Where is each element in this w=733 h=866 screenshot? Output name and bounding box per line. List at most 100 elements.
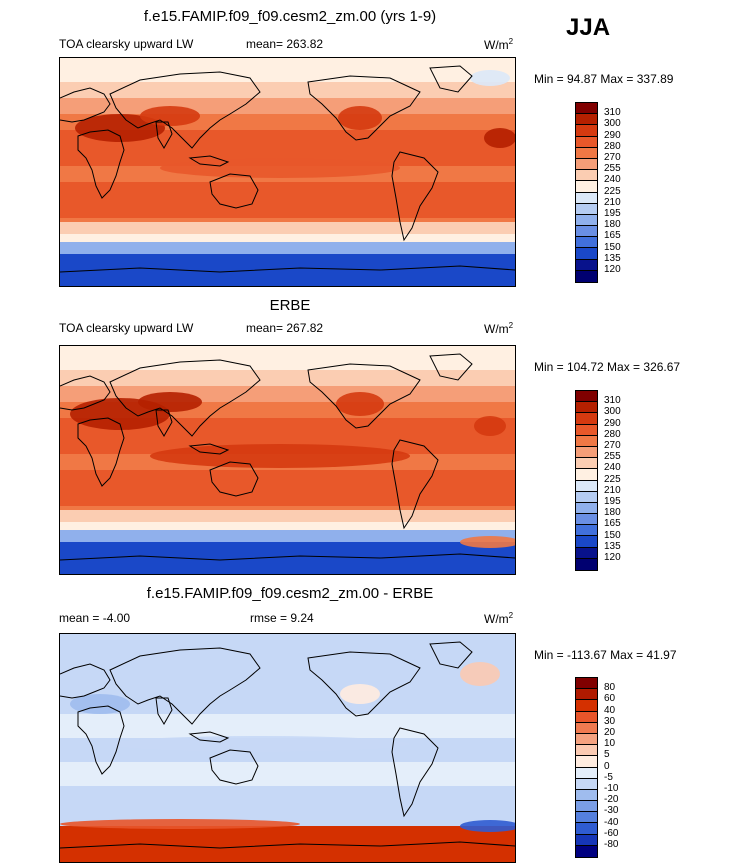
panel3-rmse-label: rmse = 9.24 xyxy=(250,611,314,625)
panel1-colorbar-swatch xyxy=(576,136,597,148)
panel1-colorbar-tick-label: 120 xyxy=(604,264,621,275)
panel3-colorbar-swatch xyxy=(576,700,597,712)
panel3-colorbar-swatch xyxy=(576,733,597,746)
panel1-colorbar-swatch xyxy=(576,181,597,193)
panel3-colorbar-tick-label: 20 xyxy=(604,727,616,738)
panel1-colorbar-swatch xyxy=(576,192,597,204)
panel3-colorbar-tick-label: 0 xyxy=(604,760,610,772)
panel1-colorbar-tick-label: 150 xyxy=(604,241,621,253)
panel2-colorbar-tick-label: 300 xyxy=(604,406,621,418)
panel1-minmax-label: Min = 94.87 Max = 337.89 xyxy=(534,72,674,86)
panel3-colorbar-swatch xyxy=(576,834,597,846)
panel2-colorbar-tick-label: 135 xyxy=(604,540,621,552)
panel1-colorbar xyxy=(575,102,598,283)
panel3-colorbar-tick-label: 40 xyxy=(604,704,616,716)
panel2-map xyxy=(59,345,516,575)
panel1-colorbar-tick-label: 210 xyxy=(604,196,621,208)
panel1-colorbar-swatch xyxy=(576,226,597,238)
panel2-colorbar-swatch xyxy=(576,424,597,436)
map3-svg xyxy=(60,634,515,862)
panel3-colorbar-swatch xyxy=(576,756,597,768)
panel3-colorbar-tick-label: -30 xyxy=(604,805,619,817)
panel1-colorbar-tick-label: 225 xyxy=(604,185,621,197)
panel1-colorbar-swatch xyxy=(576,259,597,271)
panel2-colorbar-tick-label: 290 xyxy=(604,417,621,429)
panel3-colorbar-swatch xyxy=(576,745,597,757)
panel3-colorbar-swatch xyxy=(576,789,597,802)
panel3-colorbar-tick-label: 60 xyxy=(604,693,616,705)
panel1-variable-label: TOA clearsky upward LW xyxy=(59,37,194,51)
panel3-colorbar-tick-label: 80 xyxy=(604,682,616,694)
panel2-colorbar-swatch xyxy=(576,491,597,503)
panel1-colorbar-tick-label: 135 xyxy=(604,252,621,264)
panel2-colorbar-swatch xyxy=(576,480,597,492)
panel3-colorbar-tick-label: 5 xyxy=(604,749,610,761)
panel3-colorbar-swatch xyxy=(576,722,597,734)
map2-svg xyxy=(60,346,515,574)
panel2-colorbar-swatch xyxy=(576,536,597,548)
panel2-colorbar-tick-label: 270 xyxy=(604,440,621,451)
panel1-colorbar-tick-label: 195 xyxy=(604,208,621,219)
panel2-colorbar-tick-label: 180 xyxy=(604,507,621,519)
panel1-colorbar-swatch xyxy=(576,114,597,126)
panel1-colorbar-tick-label: 290 xyxy=(604,129,621,141)
panel2-colorbar-swatch xyxy=(576,547,597,559)
panel1-colorbar-tick-label: 280 xyxy=(604,140,621,152)
panel3-map xyxy=(59,633,516,863)
panel3-colorbar xyxy=(575,677,598,858)
panel1-units-label: W/m2 xyxy=(484,37,514,52)
panel1-colorbar-swatch xyxy=(576,203,597,215)
panel1-colorbar-tick-label: 240 xyxy=(604,174,621,186)
panel1-mean-label: mean= 263.82 xyxy=(246,37,324,51)
panel3-title: f.e15.FAMIP.f09_f09.cesm2_zm.00 - ERBE xyxy=(146,585,434,602)
season-label: JJA xyxy=(566,14,611,41)
panel2-variable-label: TOA clearsky upward LW xyxy=(59,321,194,335)
panel2-colorbar-tick-label: 165 xyxy=(604,518,621,530)
panel1-colorbar-tick-label: 165 xyxy=(604,230,621,242)
panel2-colorbar-tick-label: 255 xyxy=(604,451,621,463)
panel3-colorbar-swatch xyxy=(576,678,597,690)
panel1-colorbar-swatch xyxy=(576,270,597,282)
panel3-mean-label: mean = -4.00 xyxy=(59,611,131,625)
panel2-colorbar-tick-label: 225 xyxy=(604,473,621,485)
panel3-colorbar-swatch xyxy=(576,801,597,813)
panel2-colorbar xyxy=(575,390,598,571)
panel3-colorbar-swatch xyxy=(576,689,597,701)
panel1-colorbar-swatch xyxy=(576,103,597,115)
panel1-colorbar-swatch xyxy=(576,248,597,260)
panel3-colorbar-tick-label: -5 xyxy=(604,771,613,783)
panel1-colorbar-tick-label: 255 xyxy=(604,163,621,175)
panel3-colorbar-tick-label: -40 xyxy=(604,816,619,828)
panel2-colorbar-tick-label: 210 xyxy=(604,484,621,496)
panel1-title: f.e15.FAMIP.f09_f09.cesm2_zm.00 (yrs 1-9… xyxy=(143,8,437,25)
panel2-colorbar-swatch xyxy=(576,402,597,414)
panel1-colorbar-swatch xyxy=(576,158,597,171)
panel2-colorbar-tick-label: 240 xyxy=(604,462,621,474)
panel3-colorbar-swatch xyxy=(576,767,597,779)
panel2-mean-label: mean= 267.82 xyxy=(246,321,324,335)
panel2-colorbar-tick-label: 120 xyxy=(604,552,621,563)
panel2-colorbar-tick-label: 310 xyxy=(604,395,621,407)
panel1-colorbar-swatch xyxy=(576,214,597,227)
panel3-colorbar-swatch xyxy=(576,845,597,857)
panel2-colorbar-swatch xyxy=(576,391,597,403)
panel1-colorbar-tick-label: 180 xyxy=(604,219,621,231)
panel1-colorbar-tick-label: 310 xyxy=(604,107,621,119)
panel2-colorbar-swatch xyxy=(576,469,597,481)
panel2-colorbar-swatch xyxy=(576,435,597,447)
panel3-colorbar-tick-label: -20 xyxy=(604,794,619,806)
panel3-minmax-label: Min = -113.67 Max = 41.97 xyxy=(534,648,677,662)
panel1-colorbar-swatch xyxy=(576,147,597,159)
panel2-title: ERBE xyxy=(269,297,311,314)
panel1-map xyxy=(59,57,516,287)
panel2-colorbar-swatch xyxy=(576,525,597,537)
panel3-colorbar-swatch xyxy=(576,812,597,824)
panel2-colorbar-tick-label: 280 xyxy=(604,428,621,440)
map1-svg xyxy=(60,58,515,286)
panel3-colorbar-tick-label: -80 xyxy=(604,839,619,850)
panel2-colorbar-swatch xyxy=(576,413,597,425)
panel3-colorbar-tick-label: 10 xyxy=(604,738,616,750)
panel1-colorbar-swatch xyxy=(576,237,597,249)
panel1-colorbar-tick-label: 300 xyxy=(604,118,621,130)
panel1-colorbar-swatch xyxy=(576,125,597,137)
